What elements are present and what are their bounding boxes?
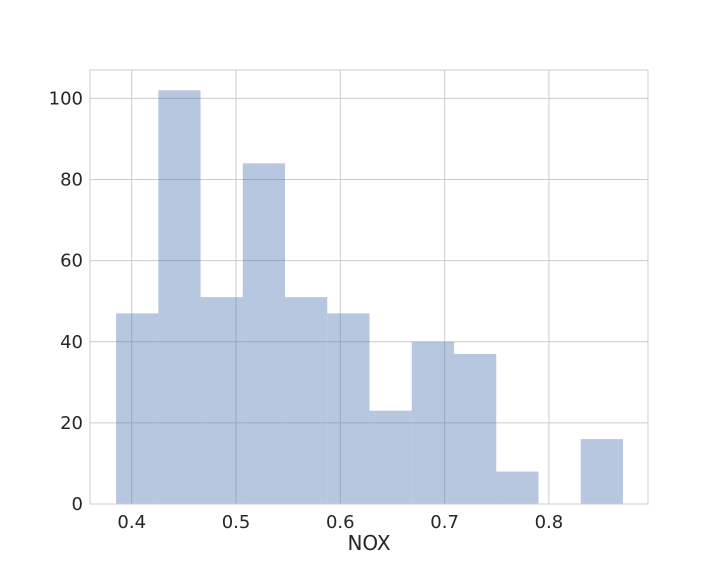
histogram-bar bbox=[116, 313, 159, 504]
y-tick-label: 20 bbox=[60, 413, 83, 434]
x-tick-label: 0.4 bbox=[117, 512, 146, 533]
y-tick-label: 0 bbox=[72, 494, 83, 515]
y-tick-label: 100 bbox=[49, 88, 83, 109]
histogram-bar bbox=[496, 471, 539, 504]
x-tick-label: 0.5 bbox=[222, 512, 251, 533]
x-tick-label: 0.8 bbox=[535, 512, 564, 533]
histogram-bar bbox=[200, 297, 243, 504]
x-tick-label: 0.7 bbox=[430, 512, 459, 533]
x-tick-labels: 0.4 0.5 0.6 0.7 0.8 bbox=[117, 512, 563, 533]
y-tick-labels: 0 20 40 60 80 100 bbox=[49, 88, 83, 515]
histogram-bar bbox=[369, 410, 412, 504]
y-tick-label: 40 bbox=[60, 332, 83, 353]
y-tick-label: 80 bbox=[60, 170, 83, 191]
histogram-bar bbox=[242, 163, 286, 504]
histogram-bar bbox=[285, 297, 328, 504]
y-tick-label: 60 bbox=[60, 251, 83, 272]
histogram-bar bbox=[411, 341, 455, 504]
axes-frame bbox=[89, 69, 649, 505]
x-tick-label: 0.6 bbox=[326, 512, 355, 533]
plot-frame bbox=[89, 69, 649, 505]
histogram-bar bbox=[158, 90, 201, 505]
histogram-bar bbox=[327, 313, 370, 504]
histogram-bar bbox=[580, 439, 623, 504]
x-axis-title: NOX bbox=[347, 531, 390, 555]
histogram-bars bbox=[116, 90, 623, 505]
grid-lines bbox=[90, 70, 648, 505]
histogram-bar bbox=[454, 353, 497, 504]
